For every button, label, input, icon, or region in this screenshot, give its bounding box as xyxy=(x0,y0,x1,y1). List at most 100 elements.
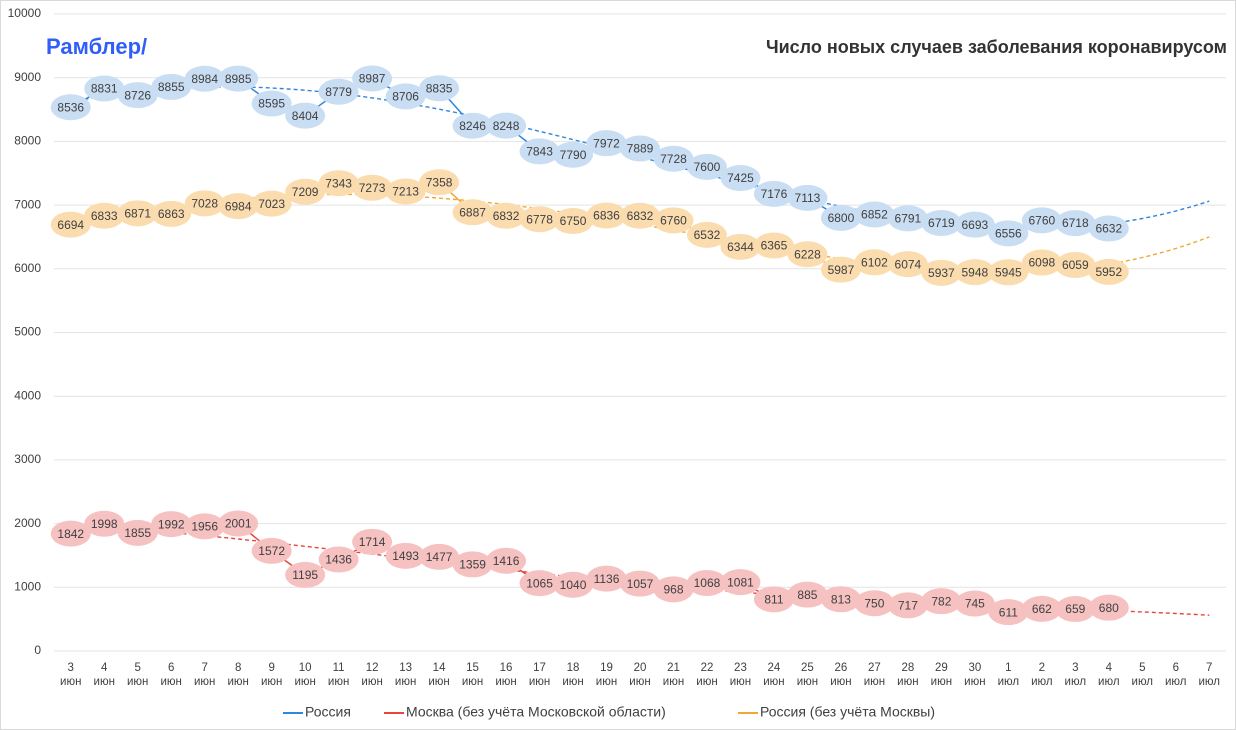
data-label: 8855 xyxy=(158,80,185,94)
y-tick-label: 5000 xyxy=(14,325,41,339)
data-label: 6719 xyxy=(928,216,955,230)
data-label: 6863 xyxy=(158,207,185,221)
x-tick-label: 14 июн xyxy=(428,662,450,688)
data-label: 6532 xyxy=(694,228,721,242)
x-tick-label: 6 июл xyxy=(1165,662,1187,688)
data-label: 717 xyxy=(898,598,918,612)
y-tick-label: 0 xyxy=(34,643,41,657)
data-label: 8831 xyxy=(91,82,118,96)
data-label: 7425 xyxy=(727,171,754,185)
y-tick-label: 4000 xyxy=(14,388,41,402)
x-tick-label: 22 июн xyxy=(696,662,718,688)
data-label: 1714 xyxy=(359,535,386,549)
data-bubble xyxy=(586,202,627,229)
data-label: 6871 xyxy=(124,206,151,220)
data-bubble xyxy=(184,190,225,217)
data-label: 6760 xyxy=(1028,214,1055,228)
data-label: 7023 xyxy=(258,197,285,211)
x-tick-label: 7 июн xyxy=(193,662,216,688)
data-bubble xyxy=(151,73,192,100)
data-bubble xyxy=(1021,249,1062,276)
legend-label: Россия (без учёта Москвы) xyxy=(760,704,935,720)
x-tick-label: 16 июн xyxy=(495,662,517,688)
x-tick-label: 9 июн xyxy=(260,662,283,688)
data-label: 7028 xyxy=(191,196,218,210)
data-label: 7843 xyxy=(526,145,553,159)
data-bubble xyxy=(753,180,794,207)
data-bubble xyxy=(720,165,761,192)
x-tick-label: 23 июн xyxy=(729,662,752,688)
y-tick-label: 2000 xyxy=(14,516,41,530)
data-label: 6984 xyxy=(225,199,252,213)
data-bubble xyxy=(820,256,861,283)
data-bubble xyxy=(184,65,225,92)
data-label: 8987 xyxy=(359,72,386,86)
data-label: 7728 xyxy=(660,152,687,166)
data-label: 1065 xyxy=(526,576,553,590)
data-label: 6833 xyxy=(91,209,118,223)
data-label: 813 xyxy=(831,592,851,606)
x-tick-label: 25 июн xyxy=(796,662,819,688)
data-label: 5937 xyxy=(928,266,955,280)
data-bubble xyxy=(50,211,91,238)
data-bubble xyxy=(686,569,727,596)
data-bubble xyxy=(854,249,895,276)
data-bubble xyxy=(787,184,828,211)
data-label: 885 xyxy=(797,588,817,602)
data-label: 2001 xyxy=(225,517,252,531)
data-label: 6832 xyxy=(493,209,520,223)
data-bubble xyxy=(352,528,393,555)
x-tick-label: 13 июн xyxy=(394,662,417,688)
data-bubble xyxy=(686,153,727,180)
data-label: 8536 xyxy=(57,100,84,114)
data-label: 6098 xyxy=(1028,256,1055,270)
data-label: 1477 xyxy=(426,550,453,564)
data-label: 662 xyxy=(1032,602,1052,616)
data-bubble xyxy=(854,590,895,617)
data-label: 6074 xyxy=(895,257,922,271)
data-label: 6632 xyxy=(1095,222,1122,236)
y-tick-label: 6000 xyxy=(14,261,41,275)
data-label: 6750 xyxy=(560,214,587,228)
y-tick-label: 9000 xyxy=(14,70,41,84)
data-bubble xyxy=(218,510,259,537)
chart-title: Число новых случаев заболевания коронави… xyxy=(766,37,1227,57)
y-tick-label: 3000 xyxy=(14,452,41,466)
data-bubble xyxy=(1021,207,1062,234)
data-bubble xyxy=(50,94,91,121)
data-bubble xyxy=(820,586,861,613)
y-tick-label: 10000 xyxy=(8,6,42,20)
x-tick-label: 11 июн xyxy=(327,662,350,688)
data-label: 6102 xyxy=(861,255,888,269)
data-label: 6852 xyxy=(861,208,888,222)
data-bubble xyxy=(218,193,259,220)
data-bubble xyxy=(954,259,995,286)
data-bubble xyxy=(352,174,393,201)
x-tick-label: 12 июн xyxy=(361,662,383,688)
data-label: 8984 xyxy=(191,72,218,86)
data-bubble xyxy=(151,511,192,538)
x-tick-label: 4 июл xyxy=(1098,662,1120,688)
legend-label: Россия xyxy=(305,704,351,720)
data-label: 1572 xyxy=(258,544,285,558)
data-bubble xyxy=(117,519,158,546)
data-bubble xyxy=(251,537,292,564)
data-label: 1956 xyxy=(191,520,218,534)
data-label: 8706 xyxy=(392,90,419,104)
data-bubble xyxy=(820,204,861,231)
data-bubble xyxy=(285,178,326,205)
data-bubble xyxy=(519,570,560,597)
data-label: 7600 xyxy=(694,160,721,174)
data-bubble xyxy=(1088,215,1129,242)
x-tick-label: 18 июн xyxy=(562,662,584,688)
data-label: 1040 xyxy=(560,578,587,592)
data-label: 1992 xyxy=(158,517,185,531)
data-bubble xyxy=(954,590,995,617)
data-label: 8835 xyxy=(426,81,453,95)
data-label: 811 xyxy=(764,593,783,607)
x-tick-label: 27 июн xyxy=(863,662,886,688)
data-bubble xyxy=(352,65,393,92)
data-bubble xyxy=(486,547,527,574)
